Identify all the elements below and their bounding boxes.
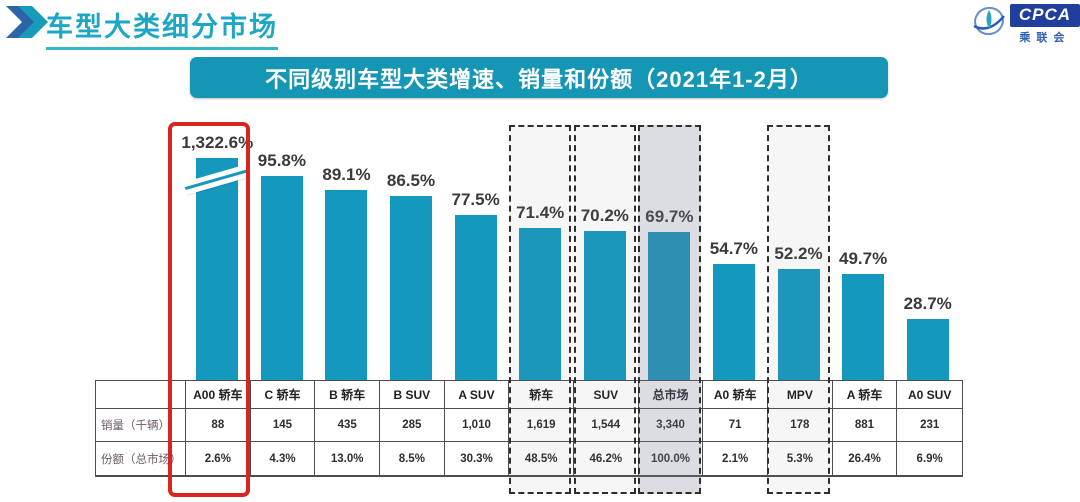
table-category-header: 轿车 xyxy=(509,381,574,409)
chart-title: 不同级别车型大类增速、销量和份额（2021年1-2月） xyxy=(265,66,813,92)
bar-3 xyxy=(325,190,368,380)
table-sales-cell: 3,340 xyxy=(638,409,704,442)
bar-11 xyxy=(842,274,885,380)
table-sales-cell: 1,619 xyxy=(509,409,574,442)
bar-value-label: 70.2% xyxy=(580,205,629,225)
bar-value-label: 28.7% xyxy=(903,293,952,313)
table-sales-cell: 881 xyxy=(832,409,898,442)
bar-9 xyxy=(712,263,755,380)
bar-12 xyxy=(906,318,949,380)
table-share-cell: 6.9% xyxy=(897,442,962,476)
table-category-header: A0 轿车 xyxy=(703,381,768,409)
table-sales-cell: 178 xyxy=(767,409,833,442)
bar-value-label: 52.2% xyxy=(774,243,823,263)
bar-value-label: 1,322.6% xyxy=(181,133,254,152)
table-row-label: 份额（总市场） xyxy=(96,442,186,476)
table-sales-cell: 71 xyxy=(703,409,768,442)
table-share-cell: 4.3% xyxy=(250,442,316,476)
table-share-cell: 5.3% xyxy=(767,442,833,476)
bar-value-label: 77.5% xyxy=(451,189,500,209)
cpca-emblem-icon xyxy=(971,5,1007,46)
table-category-header: A 轿车 xyxy=(832,381,898,409)
bar-value-label: 89.1% xyxy=(322,165,371,185)
dashed-highlight-box xyxy=(573,125,637,494)
table-sales-cell: 145 xyxy=(250,409,316,442)
bar-8 xyxy=(648,231,691,380)
bar-4 xyxy=(390,195,432,380)
table-sales-cell: 88 xyxy=(186,409,251,442)
bar-2 xyxy=(260,175,303,380)
table-category-header: A SUV xyxy=(444,381,510,409)
table-share-cell: 100.0% xyxy=(638,442,704,476)
table-share-cell: 2.6% xyxy=(186,442,251,476)
table-share-cell: 30.3% xyxy=(444,442,510,476)
red-highlight-box xyxy=(168,122,250,497)
bar-5 xyxy=(454,214,497,380)
data-table: A00 轿车 C 轿车 B 轿车 B SUV A SUV 轿车 SUV 总市场 A0 轿车 MPV… xyxy=(95,380,963,477)
cpca-cn-name: 乘联会 xyxy=(1019,32,1071,44)
table-category-header: A00 轿车 xyxy=(186,381,251,409)
table-category-header: A0 SUV xyxy=(897,381,962,409)
bar-value-label: 86.5% xyxy=(386,170,436,190)
bar-6 xyxy=(519,227,562,380)
bar-1 xyxy=(196,158,239,380)
page-title: 车型大类细分市场 xyxy=(46,5,278,50)
table-row-label: 销量（千辆） xyxy=(96,409,186,442)
table-sales-cell: 285 xyxy=(379,409,445,442)
table-sales-cell: 435 xyxy=(315,409,380,442)
cpca-logo: CPCA 乘联会 xyxy=(971,4,1080,46)
table-category-header: B 轿车 xyxy=(315,381,380,409)
bar-7 xyxy=(583,230,626,380)
bar-10 xyxy=(777,268,820,380)
table-corner-cell xyxy=(96,381,186,409)
double-chevron-icon xyxy=(5,5,49,44)
cpca-acronym: CPCA xyxy=(1009,4,1080,27)
bar-value-label: 95.8% xyxy=(257,150,306,170)
chart-title-banner: 不同级别车型大类增速、销量和份额（2021年1-2月） xyxy=(190,57,888,98)
table-share-cell: 48.5% xyxy=(509,442,574,476)
table-category-header: C 轿车 xyxy=(250,381,316,409)
table-category-header: B SUV xyxy=(379,381,445,409)
bar-value-label: 69.7% xyxy=(645,206,694,226)
table-sales-cell: 1,010 xyxy=(444,409,510,442)
dashed-highlight-box xyxy=(767,125,830,494)
table-share-cell: 26.4% xyxy=(832,442,898,476)
bar-value-label: 71.4% xyxy=(516,202,565,222)
bar-value-label: 49.7% xyxy=(838,249,888,269)
table-sales-cell: 231 xyxy=(897,409,962,442)
table-category-header: MPV xyxy=(767,381,833,409)
table-share-cell: 13.0% xyxy=(315,442,380,476)
bar-value-label: 54.7% xyxy=(709,238,758,258)
table-category-header: 总市场 xyxy=(638,381,704,409)
table-share-cell: 2.1% xyxy=(703,442,768,476)
dashed-highlight-box xyxy=(508,125,572,494)
table-share-cell: 8.5% xyxy=(379,442,445,476)
dashed-highlight-box xyxy=(638,125,701,494)
